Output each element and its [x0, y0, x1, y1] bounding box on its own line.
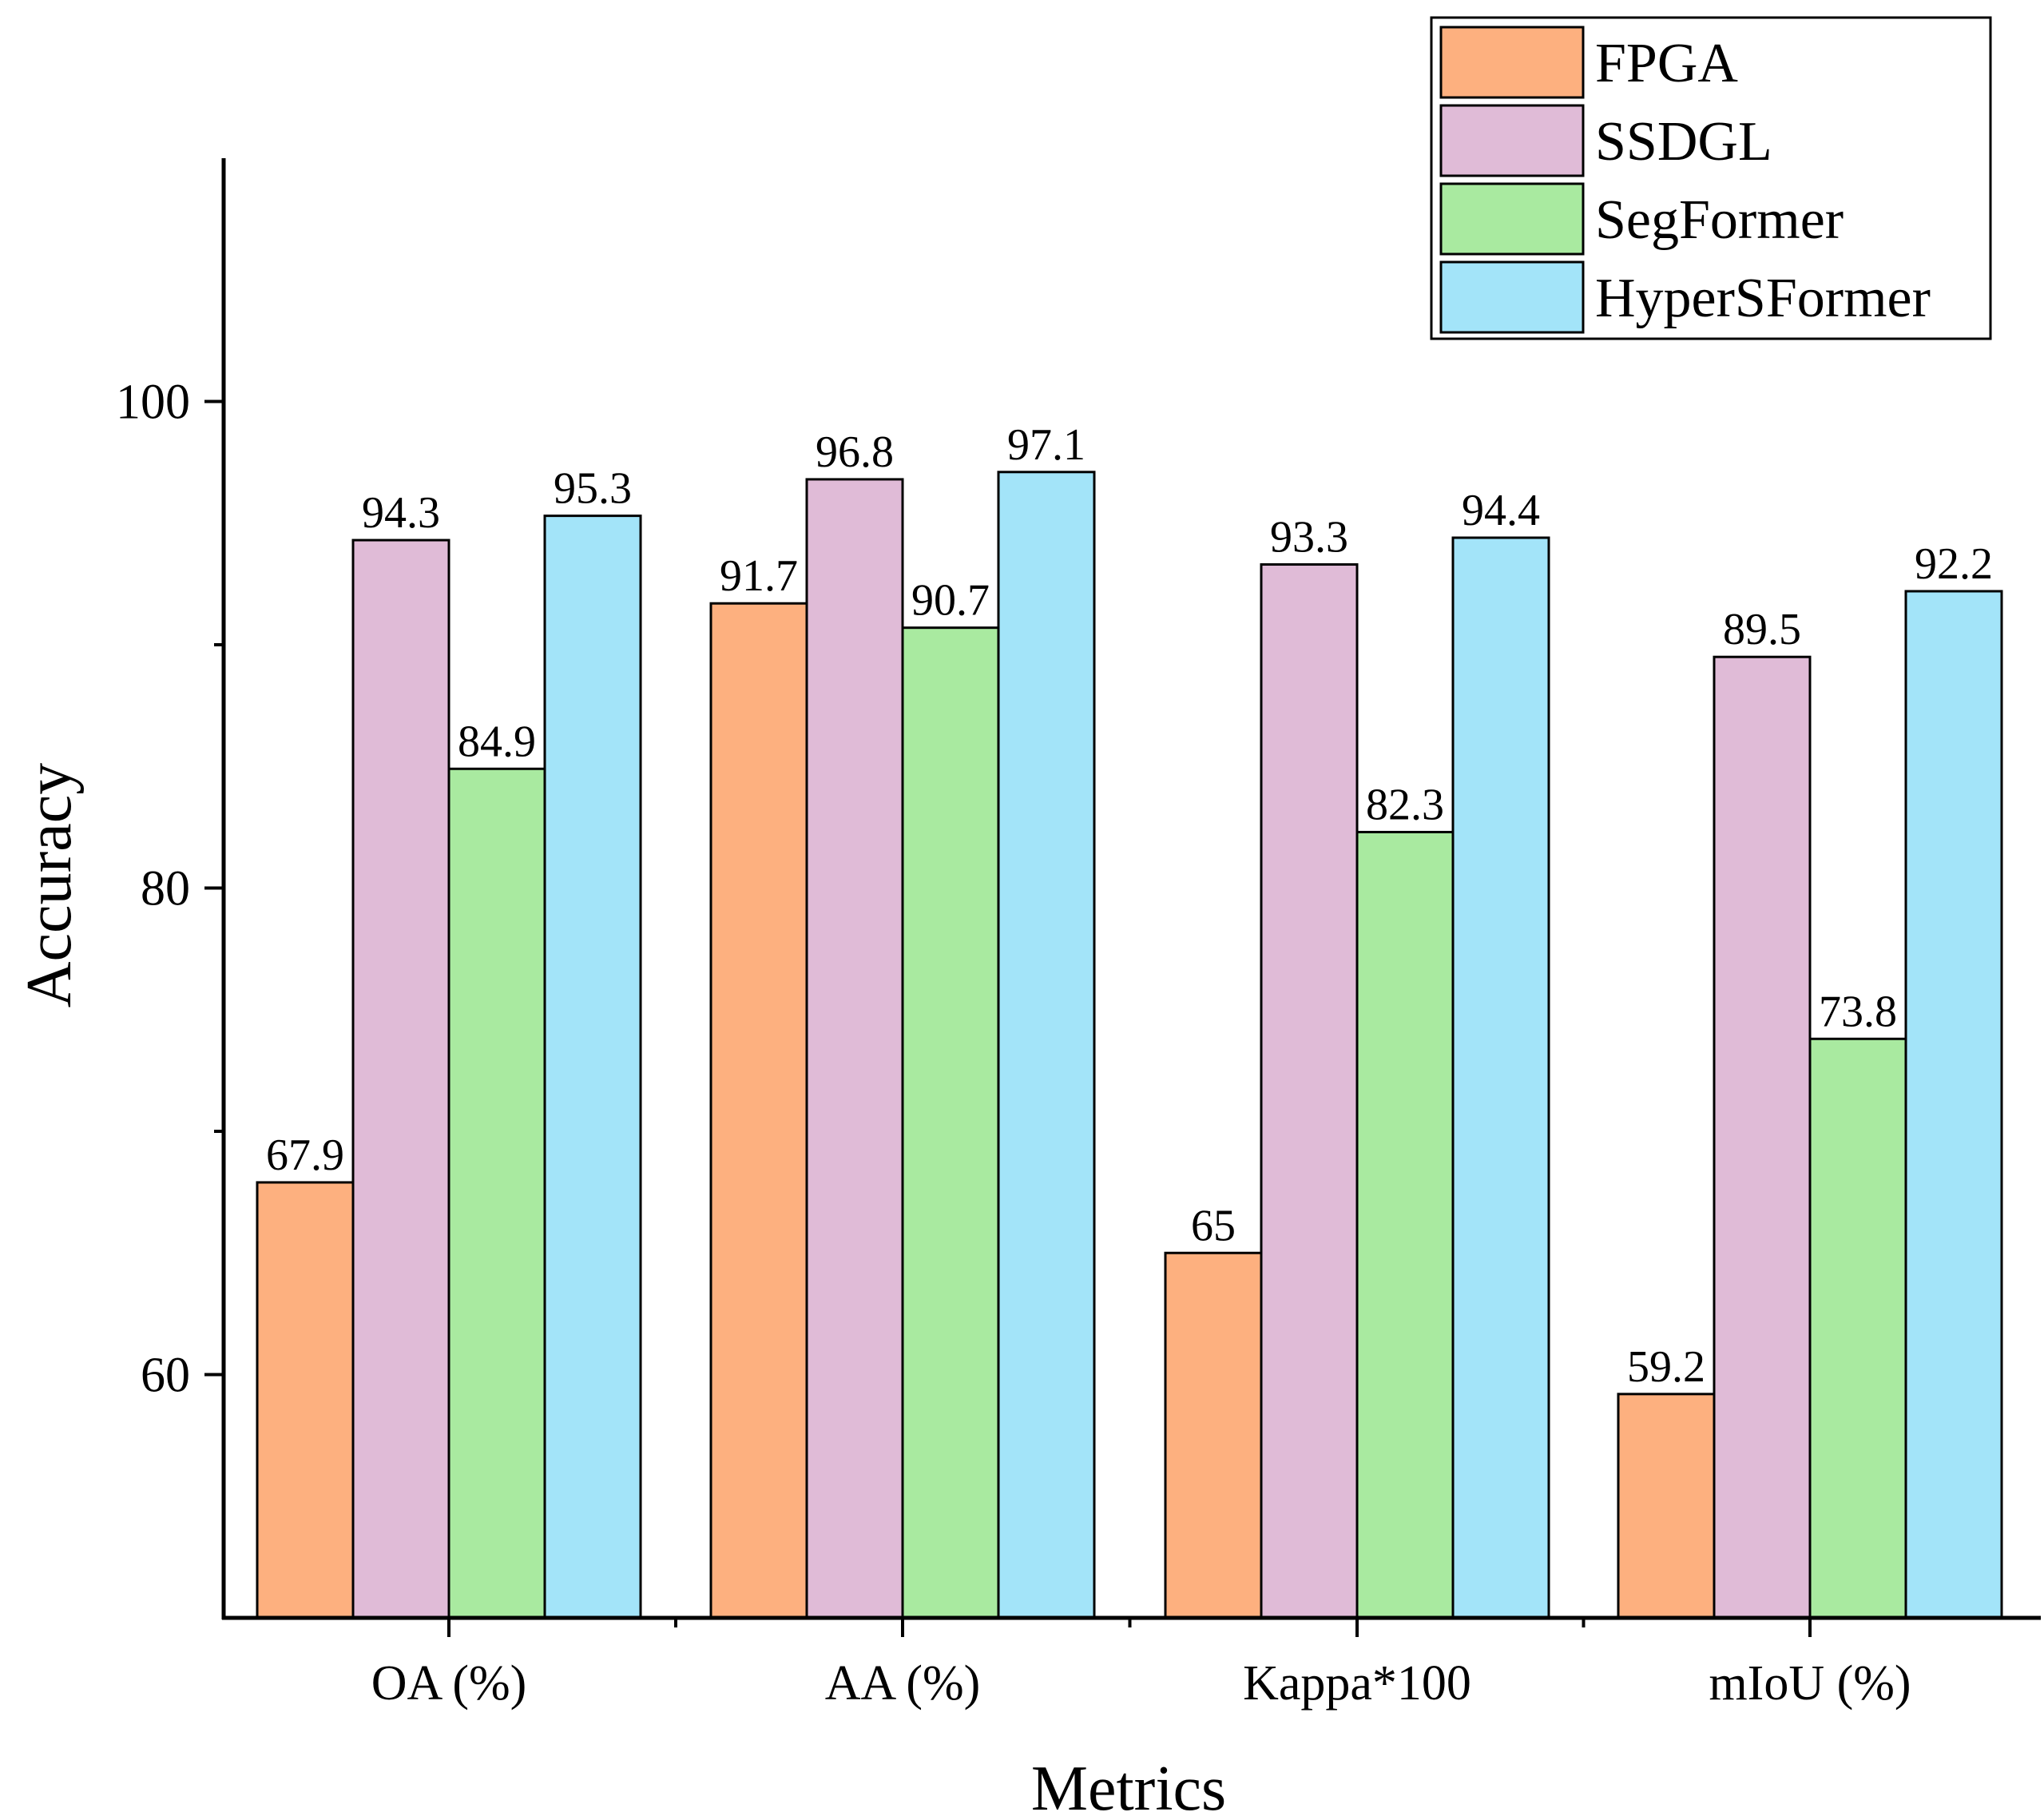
bar-segformer-aa [901, 626, 1000, 1619]
data-label-ssdgl-kappa-100: 93.3 [1270, 513, 1348, 562]
data-labels-layer: 67.9 94.3 84.9 95.3 91.7 96.8 90.7 97.1 65 93.3 82… [266, 420, 1993, 1392]
bar-ssdgl-miou [1713, 655, 1812, 1619]
data-label-fpga-oa: 67.9 [266, 1131, 344, 1180]
bar-ssdgl-kappa-100 [1260, 563, 1359, 1619]
bar-segformer-miou [1808, 1037, 1907, 1619]
y-tick-label-100: 100 [116, 376, 190, 430]
bar-ssdgl-aa [805, 478, 904, 1619]
x-tick-label-aa: AA (%) [825, 1656, 981, 1711]
bar-hypersformer-aa [997, 471, 1096, 1619]
x-axis-title: Metrics [1031, 1754, 1226, 1820]
y-tick-label-60: 60 [141, 1349, 190, 1403]
legend-label-segformer: SegFormer [1595, 189, 1844, 251]
bar-fpga-oa [256, 1181, 355, 1619]
bar-ssdgl-oa [351, 538, 450, 1619]
bars-layer [256, 471, 2003, 1619]
y-tick-label-80: 80 [141, 862, 190, 916]
data-label-segformer-oa: 84.9 [458, 717, 536, 766]
legend: FPGA SSDGL SegFormer HyperSFormer [1430, 16, 1992, 340]
bar-fpga-aa [709, 602, 808, 1619]
x-tick-label-miou: mIoU (%) [1709, 1656, 1911, 1711]
data-label-hypersformer-miou: 92.2 [1915, 539, 1993, 589]
bar-hypersformer-miou [1904, 590, 2003, 1619]
data-label-fpga-miou: 59.2 [1627, 1342, 1705, 1392]
legend-swatch-hypersformer [1439, 260, 1585, 334]
legend-swatch-fpga [1439, 26, 1585, 99]
y-axis-title: Accuracy [14, 763, 85, 1007]
legend-label-ssdgl: SSDGL [1595, 111, 1772, 173]
data-label-fpga-aa: 91.7 [720, 551, 798, 601]
data-label-ssdgl-aa: 96.8 [816, 427, 894, 477]
bar-segformer-kappa-100 [1355, 830, 1455, 1619]
bar-hypersformer-oa [543, 515, 642, 1619]
ticks-layer: 60 80 100 OA (%) AA (%) Kappa*100 mIoU (%) [116, 376, 1911, 1711]
data-label-segformer-miou: 73.8 [1819, 987, 1897, 1036]
data-label-hypersformer-oa: 95.3 [554, 464, 632, 514]
bar-fpga-kappa-100 [1164, 1251, 1263, 1619]
legend-swatch-ssdgl [1439, 104, 1585, 177]
data-label-segformer-kappa-100: 82.3 [1366, 780, 1444, 829]
bar-segformer-oa [447, 767, 546, 1619]
legend-label-fpga: FPGA [1595, 33, 1738, 94]
data-label-fpga-kappa-100: 65 [1191, 1201, 1236, 1250]
data-label-segformer-aa: 90.7 [911, 576, 990, 626]
bar-hypersformer-kappa-100 [1451, 536, 1550, 1619]
data-label-hypersformer-aa: 97.1 [1007, 420, 1086, 470]
bar-fpga-miou [1617, 1393, 1716, 1619]
legend-swatch-segformer [1439, 182, 1585, 256]
x-tick-label-oa: OA (%) [371, 1656, 527, 1711]
data-label-hypersformer-kappa-100: 94.4 [1462, 486, 1540, 535]
data-label-ssdgl-miou: 89.5 [1723, 605, 1801, 654]
legend-label-hypersformer: HyperSFormer [1595, 268, 1931, 329]
x-tick-label-kappa-100: Kappa*100 [1243, 1656, 1471, 1711]
data-label-ssdgl-oa: 94.3 [362, 488, 440, 538]
